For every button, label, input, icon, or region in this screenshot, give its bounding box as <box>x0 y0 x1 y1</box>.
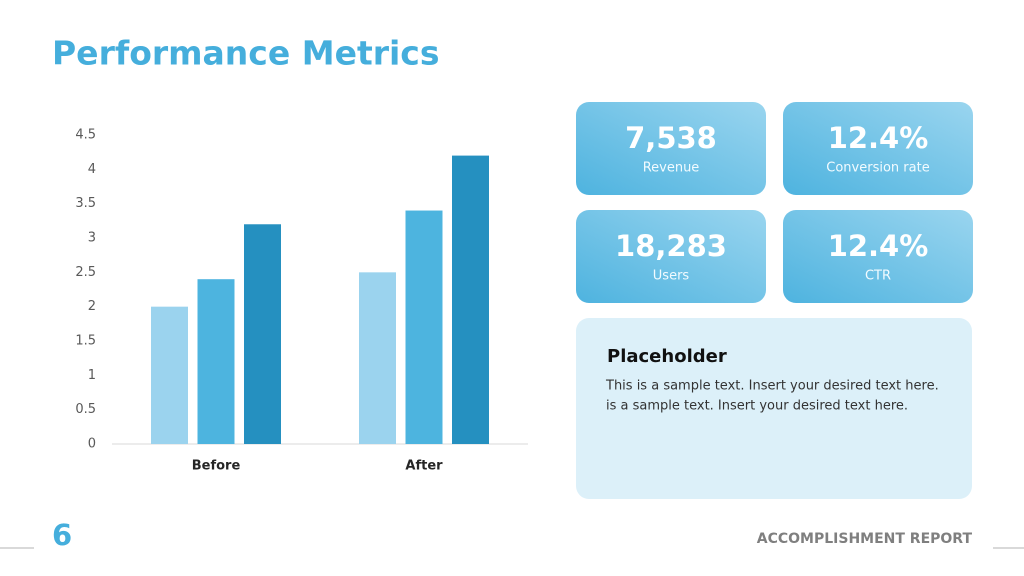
y-tick-label: 1 <box>88 368 96 383</box>
slide-title: Performance Metrics <box>52 34 440 73</box>
metric-label: CTR <box>865 269 891 284</box>
metric-card <box>783 102 973 195</box>
y-tick-label: 2.5 <box>75 265 96 280</box>
bar <box>359 272 396 444</box>
note-line: This is a sample text. Insert your desir… <box>605 379 939 394</box>
y-tick-label: 4.5 <box>75 128 96 143</box>
y-tick-label: 3.5 <box>75 196 96 211</box>
metric-value: 12.4% <box>828 121 929 155</box>
note-title: Placeholder <box>607 346 727 367</box>
y-tick-label: 3 <box>88 231 96 246</box>
bar <box>197 279 235 444</box>
y-tick-label: 0 <box>88 437 96 452</box>
metric-label: Revenue <box>643 161 700 176</box>
metric-value: 18,283 <box>615 229 727 263</box>
metric-cards: 7,538 Revenue 12.4% Conversion rate 18,283 Us… <box>576 102 973 303</box>
metric-label: Users <box>653 269 690 284</box>
bar <box>151 306 188 444</box>
y-tick-label: 4 <box>88 162 96 177</box>
y-tick-label: 1.5 <box>75 334 96 349</box>
x-tick-label: Before <box>192 459 241 474</box>
metric-value: 7,538 <box>625 121 717 155</box>
x-tick-label: After <box>405 459 443 474</box>
y-tick-label: 0.5 <box>75 402 96 417</box>
metric-label: Conversion rate <box>826 161 929 176</box>
note-line: is a sample text. Insert your desired te… <box>606 399 908 414</box>
metric-value: 12.4% <box>828 229 929 263</box>
metric-card <box>576 210 766 303</box>
bar <box>405 210 443 444</box>
y-tick-label: 2 <box>88 299 96 314</box>
page-number: 6 <box>52 518 72 552</box>
metric-card <box>783 210 973 303</box>
note-box <box>576 318 972 499</box>
bar <box>452 155 489 444</box>
footer-report: ACCOMPLISHMENT REPORT <box>757 531 973 547</box>
metric-card <box>576 102 766 195</box>
bar <box>244 224 281 444</box>
